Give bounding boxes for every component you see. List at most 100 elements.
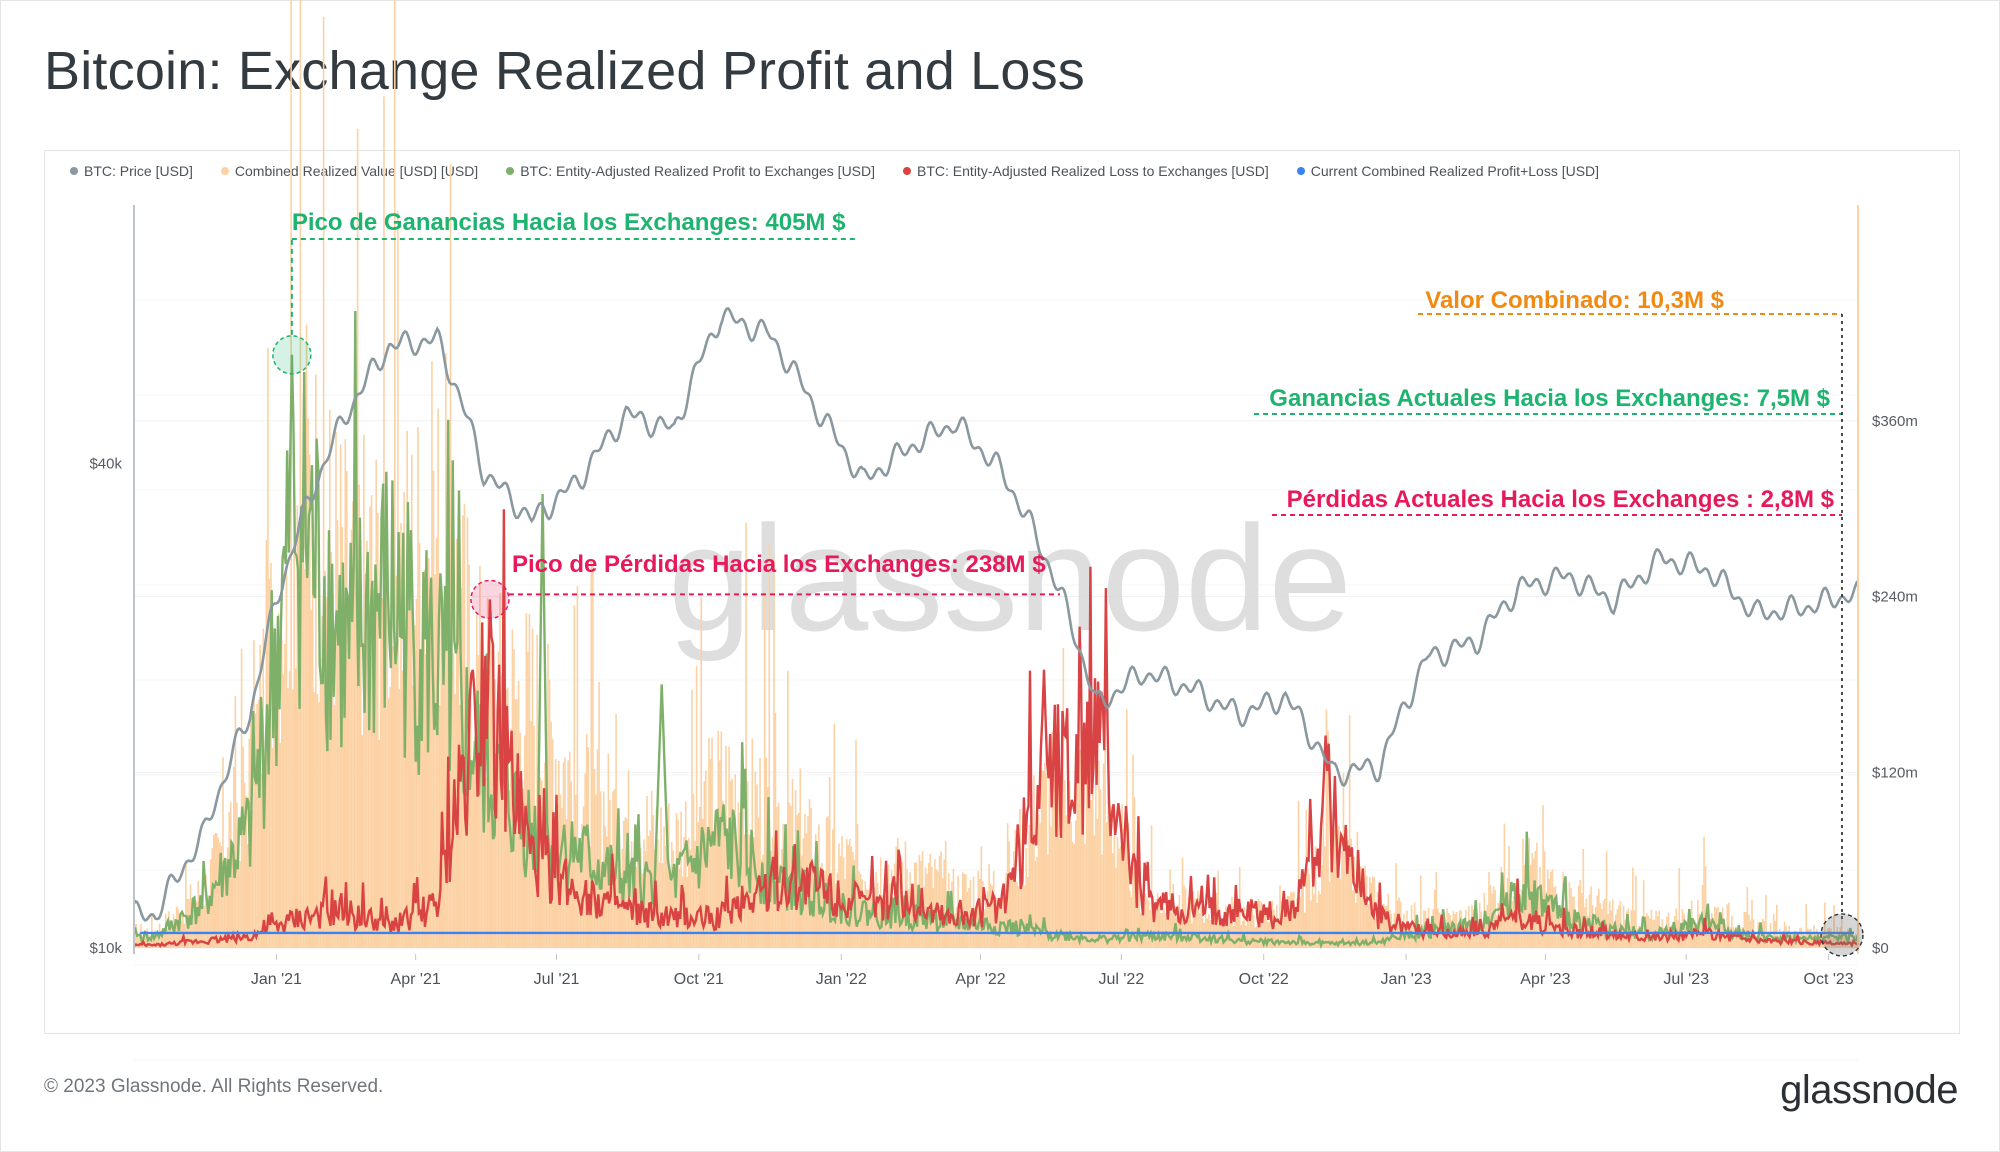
combined-bar: [1348, 715, 1351, 948]
combined-bar: [593, 768, 596, 948]
combined-bar: [1240, 924, 1243, 948]
combined-bar: [279, 743, 282, 948]
combined-bar: [1093, 835, 1096, 948]
combined-bar: [195, 901, 198, 948]
combined-bar: [322, 16, 325, 949]
combined-bar: [1632, 867, 1634, 948]
combined-bar: [960, 911, 963, 948]
combined-bar: [257, 700, 260, 948]
combined-bar: [1091, 777, 1094, 948]
combined-bar: [308, 454, 311, 948]
combined-bar: [1081, 754, 1083, 948]
combined-bar: [1641, 925, 1643, 948]
combined-bar: [506, 687, 509, 948]
combined-bar: [378, 739, 381, 948]
combined-bar: [1768, 934, 1770, 948]
combined-bar: [1834, 935, 1837, 948]
combined-bar: [387, 698, 390, 948]
combined-bar: [217, 837, 220, 948]
y-right-tick-label: $360m: [1872, 413, 1918, 430]
chart-legend: BTC: Price [USD] Combined Realized Value…: [70, 160, 1599, 182]
combined-bar: [1164, 912, 1167, 948]
combined-bar: [1026, 877, 1029, 948]
combined-bar: [1211, 915, 1213, 948]
combined-bar: [1184, 888, 1187, 948]
combined-bar: [1310, 900, 1312, 948]
combined-bar: [691, 689, 693, 948]
combined-bar: [1040, 769, 1043, 948]
combined-bar: [1495, 915, 1498, 948]
combined-bar: [1144, 893, 1147, 948]
combined-bar: [539, 777, 542, 948]
combined-bar: [1208, 914, 1210, 948]
watermark-text: glassnode: [668, 494, 1352, 662]
combined-bar: [1147, 900, 1150, 948]
combined-bar: [629, 871, 631, 948]
combined-bar: [1187, 897, 1190, 948]
combined-bar: [302, 395, 305, 948]
combined-bar: [1255, 926, 1258, 948]
legend-item-loss[interactable]: BTC: Entity-Adjusted Realized Loss to Ex…: [903, 163, 1269, 179]
combined-bar: [1420, 875, 1422, 948]
combined-bar: [346, 471, 348, 948]
legend-label-loss: BTC: Entity-Adjusted Realized Loss to Ex…: [917, 163, 1269, 179]
combined-bar: [260, 773, 263, 948]
combined-bar: [1074, 820, 1077, 948]
combined-bar: [650, 790, 653, 948]
combined-bar: [304, 569, 306, 948]
combined-bar: [406, 430, 408, 948]
combined-bar: [1618, 905, 1620, 948]
combined-bar: [1468, 906, 1470, 948]
combined-bar: [688, 838, 690, 948]
combined-bar: [1355, 902, 1357, 948]
combined-bar: [585, 733, 588, 948]
combined-bar: [759, 757, 761, 948]
combined-bar: [1745, 912, 1747, 948]
combined-bar: [929, 854, 932, 948]
legend-item-current[interactable]: Current Combined Realized Profit+Loss [U…: [1296, 163, 1599, 179]
combined-bar: [980, 846, 983, 948]
combined-bar: [1181, 857, 1184, 948]
combined-bar: [1557, 910, 1560, 948]
combined-bar: [1622, 905, 1625, 948]
combined-bar: [1084, 843, 1086, 948]
combined-bar: [1102, 763, 1105, 948]
combined-bar: [1308, 874, 1311, 948]
combined-bar: [367, 627, 370, 948]
combined-bar: [1099, 789, 1102, 948]
combined-bar: [1283, 902, 1286, 948]
combined-bar: [664, 846, 667, 948]
combined-bar: [965, 874, 967, 948]
combined-bar: [944, 840, 947, 948]
combined-bar: [1441, 926, 1444, 948]
combined-bar: [1043, 762, 1046, 948]
combined-bar: [1251, 900, 1253, 948]
combined-bar: [1070, 821, 1072, 948]
combined-bar: [545, 766, 548, 948]
combined-bar: [992, 871, 995, 948]
combined-bar: [971, 911, 973, 948]
combined-bar: [1358, 862, 1360, 948]
combined-bar: [1067, 737, 1069, 948]
combined-bar: [1365, 875, 1368, 948]
combined-bar: [438, 705, 441, 948]
combined-bar: [876, 882, 879, 948]
legend-item-combined[interactable]: Combined Realized Value [USD] [USD]: [220, 163, 478, 179]
combined-bar: [395, 575, 398, 948]
x-tick-label: Apr '21: [391, 971, 441, 988]
combined-bar: [833, 723, 836, 948]
combined-bar: [1672, 931, 1674, 948]
combined-bar: [1393, 913, 1396, 948]
combined-bar: [228, 812, 231, 948]
legend-item-price[interactable]: BTC: Price [USD]: [70, 163, 193, 179]
combined-bar: [590, 561, 593, 948]
combined-bar: [1087, 787, 1089, 948]
combined-bar: [1016, 881, 1018, 948]
combined-bar: [332, 594, 334, 948]
combined-bar: [1760, 935, 1763, 948]
combined-bar: [318, 702, 320, 948]
combined-bar: [316, 694, 319, 948]
combined-bar: [500, 675, 503, 948]
combined-bar: [689, 849, 692, 948]
legend-item-profit[interactable]: BTC: Entity-Adjusted Realized Profit to …: [506, 163, 875, 179]
